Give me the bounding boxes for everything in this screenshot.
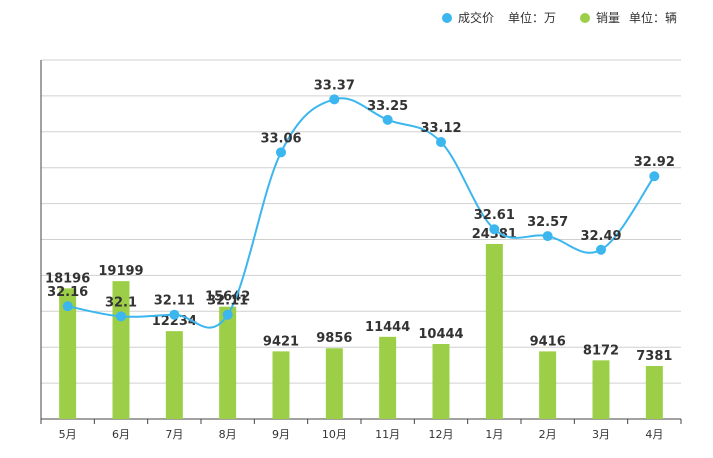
line-point [542,231,553,242]
line-point [116,311,126,322]
line-point [489,224,500,235]
x-tick-label: 5月 [59,428,77,441]
bar-data-label: 9421 [263,334,299,349]
line-data-label: 33.25 [367,99,408,114]
bar-data-label: 18196 [45,271,90,286]
x-tick-label: 12月 [429,428,454,441]
bar [432,344,450,419]
line-point [596,244,606,255]
line-data-label: 32.1 [105,295,137,310]
bar-data-label: 9416 [530,334,566,349]
line-data-label: 33.12 [420,121,461,136]
legend-marker-sales[interactable] [580,13,590,23]
x-tick-label: 10月 [322,428,347,441]
bar-data-label: 10444 [418,327,463,342]
bar-data-label: 15642 [205,290,250,305]
line-series [62,94,660,329]
x-tick-label: 4月 [645,428,663,441]
bar [272,351,290,419]
line-data-label: 32.92 [634,155,675,170]
line-data-label: 32.16 [47,285,88,300]
bar [165,331,183,419]
x-tick-label: 9月 [272,428,290,441]
bar [485,243,503,419]
line-data-label: 33.06 [260,131,301,146]
x-tick-label: 3月 [592,428,610,441]
x-tick-label: 1月 [485,428,503,441]
legend-marker-price[interactable] [442,13,452,23]
line-data-labels: 32.16 32.1 32.11 32.11 33.06 33.37 33.25 33.12 3… [47,78,675,310]
line-point [276,147,286,158]
line-point [169,309,180,320]
legend-label-price[interactable]: 成交价 [458,10,494,25]
bar [539,351,557,419]
bar-data-label: 7381 [636,349,672,364]
legend-label-sales[interactable]: 销量 [596,11,620,25]
bar [325,348,343,419]
bar [379,336,397,419]
bar-data-label: 24381 [472,227,517,242]
line-point [62,301,73,312]
bar-data-label: 8172 [583,343,619,358]
line-data-label: 32.49 [580,229,621,244]
line-data-label: 32.11 [154,294,195,309]
x-tick-label: 7月 [165,428,183,441]
x-tick-label: 2月 [539,428,557,441]
line-point [649,171,660,182]
bar [59,288,77,419]
line-point [222,309,233,320]
line-data-label: 32.61 [474,208,515,223]
x-tick-labels: 5月 6月 7月 8月 9月 10月 11月 12月 1月 2月 3月 4月 [59,428,664,441]
line-data-label: 32.11 [207,294,248,309]
legend-unit-price: 单位：万 [508,10,556,25]
line-point [329,94,340,105]
bar [592,360,610,419]
line-data-label: 33.37 [314,78,355,93]
legend-unit-sales: 单位：辆 [629,10,677,25]
bar [645,366,663,419]
legend: 成交价 单位：万 销量 单位：辆 [442,10,677,25]
bar-data-label: 19199 [98,264,143,279]
line-point [436,137,446,148]
x-tick-label: 6月 [112,428,130,441]
x-tick-label: 11月 [375,428,400,441]
line-data-label: 32.57 [527,215,568,230]
line-point [382,114,393,125]
axes [40,60,682,424]
bar-data-label: 11444 [365,320,410,335]
bar-series [59,243,663,419]
bar-data-label: 9856 [316,331,352,346]
bar [219,306,237,419]
grid-lines [41,59,681,384]
x-tick-label: 8月 [219,428,237,441]
